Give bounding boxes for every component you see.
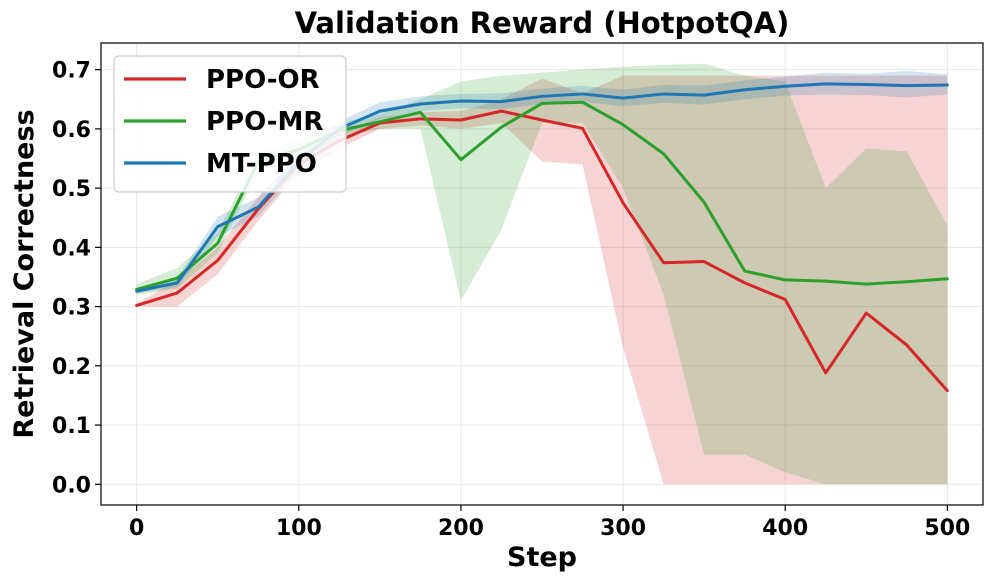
x-tick-label: 500	[924, 516, 970, 541]
chart-title: Validation Reward (HotpotQA)	[295, 6, 790, 40]
y-axis-label: Retrieval Correctness	[9, 109, 40, 438]
y-tick-label: 0.3	[52, 296, 91, 321]
y-tick-label: 0.0	[52, 473, 91, 498]
y-tick-label: 0.2	[52, 355, 91, 380]
x-tick-label: 300	[600, 516, 646, 541]
y-tick-label: 0.1	[52, 414, 91, 439]
legend: PPO-OR PPO-MR MT-PPO	[113, 55, 347, 193]
y-tick-label: 0.5	[52, 177, 91, 202]
legend-box	[113, 55, 347, 193]
legend-label-ppo-mr: PPO-MR	[206, 107, 323, 137]
x-tick-label: 0	[129, 516, 144, 541]
y-tick-label: 0.7	[52, 59, 91, 84]
band-ppo-or	[136, 75, 948, 485]
legend-label-ppo-or: PPO-OR	[206, 65, 320, 95]
x-tick-label: 400	[762, 516, 808, 541]
x-tick-label: 100	[276, 516, 322, 541]
band-ppo-mr	[136, 63, 948, 485]
plot-area-frame	[100, 42, 984, 506]
y-axis-ticks: 0.0 0.1 0.2 0.3 0.4 0.5 0.6 0.7	[52, 59, 101, 498]
y-tick-label: 0.4	[52, 236, 91, 261]
x-axis-label: Step	[507, 542, 577, 573]
legend-label-mt-ppo: MT-PPO	[206, 149, 317, 179]
x-axis-ticks: 0 100 200 300 400 500	[129, 505, 970, 541]
x-tick-label: 200	[438, 516, 484, 541]
y-tick-label: 0.6	[52, 118, 91, 143]
